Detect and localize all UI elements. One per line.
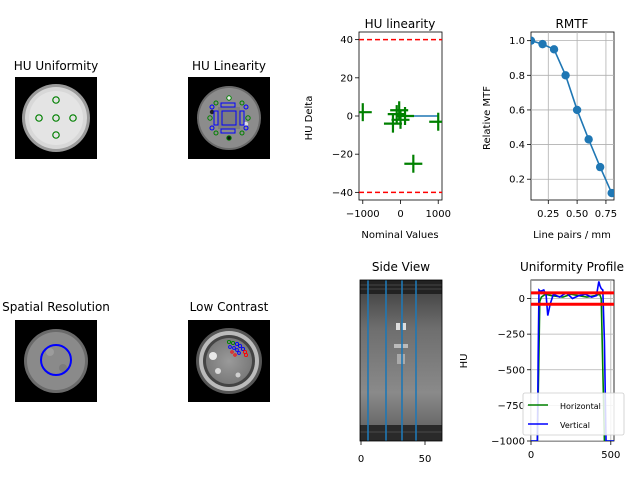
hu-linearity-xlabel: Nominal Values	[361, 230, 438, 241]
hu-linearity-ticks: −1000 0 1000 −40 −20 0 20 40	[332, 35, 451, 220]
low-contrast-phantom-image	[188, 320, 270, 402]
linearity-image-title: HU Linearity	[192, 59, 266, 73]
side-view-xtick-label: 50	[419, 454, 432, 465]
rmtf-ticks: 0.25 0.50 0.75 0.2 0.4 0.6 0.8 1.0	[509, 36, 617, 220]
side-view-slice-lines	[367, 280, 417, 441]
rmtf-grid	[531, 32, 614, 200]
rmtf-point	[531, 36, 536, 45]
hu-linearity-ytick-label: −20	[332, 150, 353, 161]
rmtf-marks	[531, 36, 614, 198]
hu-linearity-point	[396, 107, 415, 125]
hu-linearity-xtick-label: 0	[397, 209, 403, 220]
rmtf-title: RMTF	[556, 17, 589, 31]
uniformity-profile-ytick-label: −1000	[491, 437, 525, 448]
legend-horizontal-label: Horizontal	[560, 402, 601, 411]
rmtf-point	[549, 45, 559, 54]
rmtf-point	[561, 71, 570, 80]
rmtf-ytick-label: 1.0	[509, 36, 525, 47]
spatial-panel: Spatial Resolution	[2, 300, 110, 402]
rmtf-plot-area	[530, 31, 615, 201]
rmtf-point	[572, 105, 582, 115]
uniformity-title: HU Uniformity	[14, 59, 98, 73]
spatial-title: Spatial Resolution	[2, 300, 110, 314]
side-view-image	[360, 280, 442, 441]
side-view-xtick-label: 0	[358, 454, 364, 465]
rmtf-point	[538, 39, 547, 49]
hu-linearity-point	[383, 114, 402, 133]
low-contrast-panel: Low Contrast	[188, 300, 270, 402]
uniformity-profile-ytick-label: −500	[498, 365, 525, 376]
uniformity-profile-ylabel: HU	[459, 354, 470, 369]
hu-linearity-ytick-label: 0	[347, 112, 353, 123]
spatial-roi-circle	[40, 344, 72, 376]
uniformity-phantom-image	[15, 77, 97, 159]
hu-linearity-xtick-label: −1000	[346, 209, 380, 220]
uniformity-profile-legend: Horizontal Vertical	[522, 392, 625, 436]
rmtf-ytick-label: 0.6	[509, 105, 525, 116]
rmtf-ytick-label: 0.2	[509, 175, 525, 186]
rmtf-xtick-label: 0.25	[537, 209, 559, 220]
rmtf-point	[584, 135, 593, 144]
uniformity-profile-ytick-label: 0	[519, 294, 525, 305]
side-view-frame	[359, 279, 443, 442]
hu-linearity-marks	[359, 38, 442, 194]
hu-linearity-point	[404, 154, 423, 173]
side-view-panel: Side View 0 50	[358, 260, 443, 465]
hu-linearity-ytick-label: −40	[332, 188, 353, 199]
rmtf-ytick-label: 0.8	[509, 71, 525, 82]
hu-linearity-point	[359, 103, 372, 122]
uniformity-profile-marks	[531, 281, 614, 441]
spatial-phantom-image	[15, 320, 97, 402]
hu-linearity-ylabel: HU Delta	[304, 96, 315, 141]
rmtf-chart: RMTF 0.25 0.50 0.75 0.2 0.4 0.6 0.8 1.0 Line pa…	[482, 17, 617, 241]
rmtf-ytick-label: 0.4	[509, 140, 525, 151]
rmtf-point	[595, 162, 605, 172]
hu-linearity-xtick-label: 1000	[426, 209, 451, 220]
uniformity-profile-title: Uniformity Profile	[520, 260, 624, 274]
uniformity-profile-xtick-label: 500	[601, 450, 620, 461]
uniformity-profile-series-vertical	[531, 281, 614, 441]
hu-linearity-ytick-label: 40	[340, 35, 353, 46]
linearity-roi-markers	[207, 95, 251, 141]
uniformity-profile-ytick-label: −250	[498, 330, 525, 341]
rmtf-xtick-label: 0.50	[566, 209, 588, 220]
hu-linearity-point	[429, 112, 442, 131]
linearity-phantom-image	[188, 77, 270, 159]
uniformity-profile-ytick-label: −750	[498, 401, 525, 412]
uniformity-profile-xtick-label: 0	[528, 450, 534, 461]
low-contrast-title: Low Contrast	[190, 300, 269, 314]
uniformity-profile-series-horizontal	[531, 293, 614, 441]
rmtf-xtick-label: 0.75	[595, 209, 617, 220]
side-view-title: Side View	[372, 260, 430, 274]
rmtf-ylabel: Relative MTF	[482, 86, 493, 150]
hu-linearity-ytick-label: 20	[340, 73, 353, 84]
hu-linearity-title: HU linearity	[365, 17, 436, 31]
legend-vertical-label: Vertical	[560, 421, 590, 430]
uniformity-profile-ticks: 0 500 −1000 −750 −500 −250 0	[491, 294, 620, 461]
linearity-image-panel: HU Linearity	[188, 59, 270, 159]
uniformity-panel: HU Uniformity	[14, 59, 98, 159]
hu-linearity-point	[391, 110, 410, 129]
rmtf-point	[607, 188, 614, 198]
uniformity-profile-chart: Uniformity Profile 0 500 −1000 −750 −500 −250…	[459, 260, 625, 461]
low-contrast-roi-markers	[226, 339, 249, 358]
uniformity-roi-markers	[35, 96, 77, 139]
hu-linearity-chart: HU linearity −1000 0 1000 −40 −20 0 20 40 Nomin…	[304, 17, 451, 241]
rmtf-xlabel: Line pairs / mm	[533, 230, 611, 241]
